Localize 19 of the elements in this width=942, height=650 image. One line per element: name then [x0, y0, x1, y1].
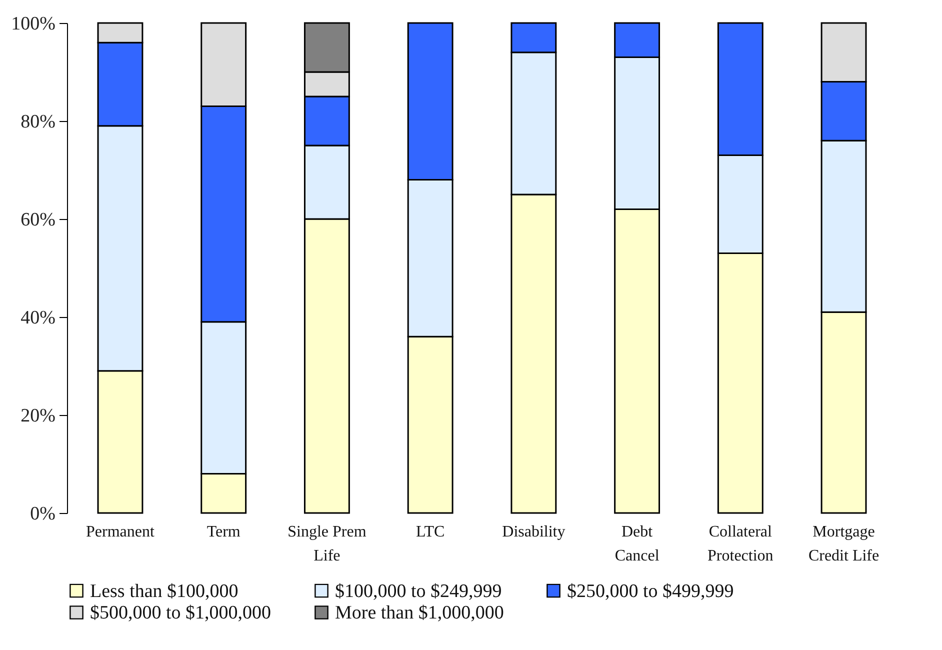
legend-label: More than $1,000,000 [335, 602, 504, 624]
legend-label: $100,000 to $249,999 [335, 580, 502, 602]
y-tick-label: 80% [20, 112, 56, 132]
x-tick-label: Term [206, 524, 241, 540]
x-tick-label: Permanent [86, 524, 155, 540]
x-tick-label: Disability [502, 524, 566, 540]
y-tick-label: 100% [11, 14, 56, 34]
y-tick-label: 20% [20, 406, 56, 426]
y-tick-label: 0% [30, 504, 56, 524]
legend-label: $500,000 to $1,000,000 [90, 602, 272, 624]
x-tick-label: Collateral Protection [708, 524, 774, 564]
legend-label: $250,000 to $499,999 [567, 580, 734, 602]
y-tick-label: 60% [20, 210, 56, 230]
y-tick-label: 40% [20, 308, 56, 328]
x-tick-label: Single Prem Life [288, 524, 367, 564]
x-tick-label: Mortgage Credit Life [808, 524, 880, 564]
x-tick-label: Debt Cancel [614, 524, 660, 564]
x-tick-label: LTC [416, 524, 445, 540]
legend-label: Less than $100,000 [90, 580, 238, 602]
